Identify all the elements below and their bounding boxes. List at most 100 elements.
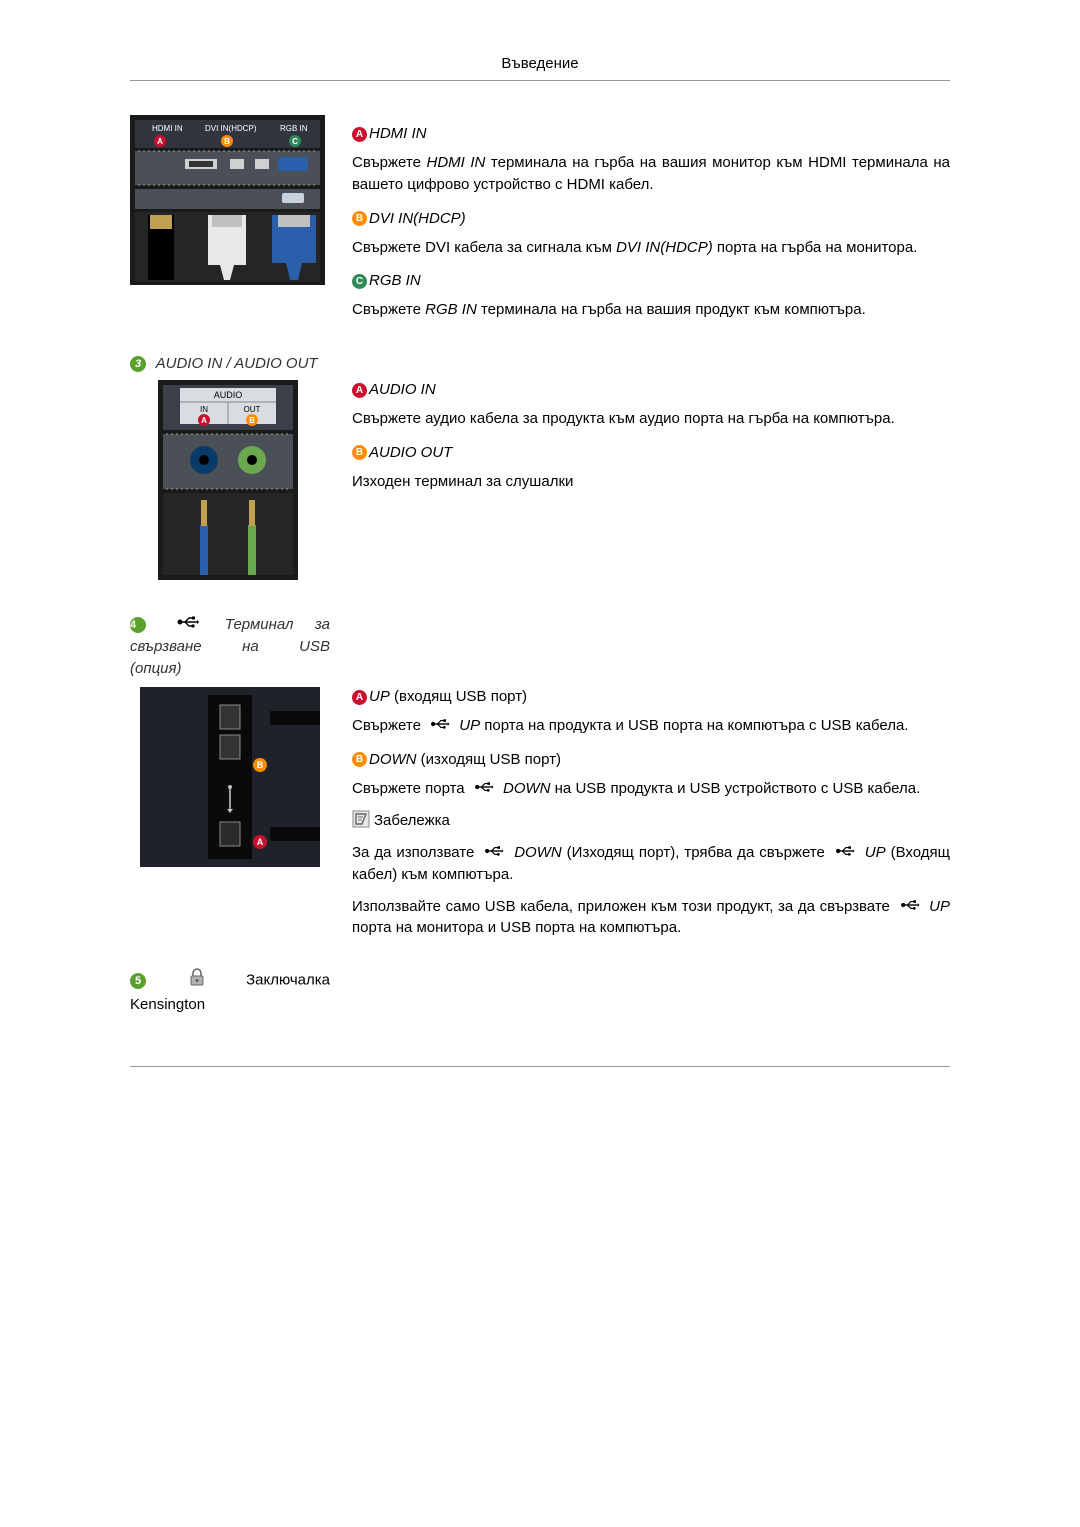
kensington-left: 5 Заключалка Kensington	[130, 967, 330, 1016]
hdmi-heading: AHDMI IN	[352, 125, 950, 142]
kensington-label: 5 Заключалка Kensington	[130, 967, 330, 1016]
note-heading: Забележка	[352, 810, 950, 832]
rgb-t1: Свържете	[352, 301, 425, 318]
num-badge-5: 5	[130, 973, 146, 989]
audio-svg: AUDIO IN OUT A B	[158, 380, 298, 580]
usbdown-heading-ital: DOWN	[369, 751, 417, 768]
lock-icon	[189, 967, 205, 994]
kensington-right	[352, 967, 950, 1016]
rgb-heading-text: RGB IN	[369, 272, 421, 289]
note-p1: За да използвате DOWN (Изходящ порт), тр…	[352, 842, 950, 886]
badge-a-icon: A	[352, 127, 367, 142]
svg-text:B: B	[224, 137, 230, 146]
usbdown-heading-rest: (изходящ USB порт)	[417, 751, 562, 768]
usbup-heading-ital: UP	[369, 688, 390, 705]
video-ports-svg: HDMI IN DVI IN(HDCP) RGB IN A B C	[130, 115, 325, 285]
usbup-t1: Свържете	[352, 717, 425, 734]
badge-b-audio-icon: B	[352, 445, 367, 460]
dvi-ital: DVI IN(HDCP)	[616, 239, 713, 256]
note-p1-ital2: UP	[860, 844, 886, 861]
usb-l2a: свързване	[130, 638, 202, 655]
usb-icon	[177, 614, 199, 636]
usb-l3: (опция)	[130, 658, 330, 680]
note-p2: Използвайте само USB кабела, приложен къ…	[352, 896, 950, 940]
usb-icon-inline-1	[429, 715, 451, 737]
rgb-ital: RGB IN	[425, 301, 477, 318]
dvi-text: Свържете DVI кабела за сигнала към DVI I…	[352, 237, 950, 259]
usbup-text: Свържете UP порта на продукта и USB порт…	[352, 715, 950, 737]
page-header: Въведение	[130, 55, 950, 81]
usb-image: B A	[140, 687, 320, 867]
audioin-text: Свържете аудио кабела за продукта към ау…	[352, 408, 950, 430]
audioout-heading: BAUDIO OUT	[352, 444, 950, 461]
usb-text-col: AUP (входящ USB порт) Свържете UP порта …	[352, 614, 950, 949]
usb-l2c: USB	[299, 638, 330, 655]
usbup-ital: UP	[455, 717, 480, 734]
audio-left-col: 3 AUDIO IN / AUDIO OUT AUDIO IN OUT A B	[130, 337, 330, 596]
audioout-heading-text: AUDIO OUT	[369, 444, 452, 461]
num-badge-4: 4	[130, 617, 146, 633]
badge-c-icon: C	[352, 274, 367, 289]
dvi-heading: BDVI IN(HDCP)	[352, 210, 950, 227]
video-ports-text-col: AHDMI IN Свържете HDMI IN терминала на г…	[352, 111, 950, 331]
kensington-text: Заключалка Kensington	[130, 972, 330, 1013]
audioout-text: Изходен терминал за слушалки	[352, 471, 950, 493]
usbdown-ital: DOWN	[499, 780, 551, 797]
hdmi-heading-text: HDMI IN	[369, 125, 427, 142]
audio-label-text: AUDIO IN / AUDIO OUT	[156, 355, 318, 372]
note-icon	[352, 810, 370, 832]
usbdown-heading: BDOWN (изходящ USB порт)	[352, 751, 950, 768]
note-p2a: Използвайте само USB кабела, приложен къ…	[352, 898, 895, 915]
note-p1a: За да използвате	[352, 844, 479, 861]
dvi-t1: Свържете DVI кабела за сигнала към	[352, 239, 616, 256]
usb-label-line2: свързване на USB	[130, 636, 330, 658]
hdmi-ital: HDMI IN	[426, 154, 485, 171]
num-badge-3: 3	[130, 356, 146, 372]
svg-text:A: A	[201, 416, 207, 425]
svg-text:HDMI IN: HDMI IN	[152, 124, 183, 133]
svg-text:AUDIO: AUDIO	[214, 390, 243, 400]
usb-l1b: за	[315, 616, 330, 633]
hdmi-text: Свържете HDMI IN терминала на гърба на в…	[352, 152, 950, 196]
section-usb: 4 Терминал за свързване на USB (опция)	[130, 614, 950, 949]
audioin-heading-text: AUDIO IN	[369, 381, 436, 398]
svg-text:OUT: OUT	[244, 405, 261, 414]
footer-rule	[130, 1066, 950, 1067]
usb-icon-inline-4	[834, 842, 856, 864]
svg-text:IN: IN	[200, 405, 208, 414]
dvi-t2: порта на гърба на монитора.	[713, 239, 918, 256]
note-p1-ital1: DOWN	[509, 844, 561, 861]
usb-svg: B A	[140, 687, 320, 867]
svg-text:DVI IN(HDCP): DVI IN(HDCP)	[205, 124, 257, 133]
usb-label-line1: 4 Терминал за	[130, 614, 330, 636]
badge-b-icon: B	[352, 211, 367, 226]
section-audio: 3 AUDIO IN / AUDIO OUT AUDIO IN OUT A B	[130, 337, 950, 596]
hdmi-t1: Свържете	[352, 154, 426, 171]
badge-a-usb-icon: A	[352, 690, 367, 705]
audioin-heading: AAUDIO IN	[352, 381, 950, 398]
svg-text:A: A	[257, 837, 264, 847]
note-p2b: порта на монитора и USB порта на компютъ…	[352, 919, 681, 936]
header-title: Въведение	[501, 55, 578, 72]
note-p1b: (Изходящ порт), трябва да свържете	[562, 844, 830, 861]
audio-section-label: 3 AUDIO IN / AUDIO OUT	[130, 355, 330, 372]
usbup-heading: AUP (входящ USB порт)	[352, 688, 950, 705]
svg-text:A: A	[157, 137, 163, 146]
section-kensington: 5 Заключалка Kensington	[130, 967, 950, 1016]
usb-l2b: на	[242, 638, 259, 655]
usb-left-col: 4 Терминал за свързване на USB (опция)	[130, 614, 330, 949]
usb-icon-inline-2	[473, 778, 495, 800]
video-ports-image-col: HDMI IN DVI IN(HDCP) RGB IN A B C	[130, 111, 330, 331]
usbdown-t1: Свържете порта	[352, 780, 469, 797]
usb-section-label: 4 Терминал за свързване на USB (опция)	[130, 614, 330, 679]
page: Въведение HDMI IN DVI IN(HDCP) RGB IN A …	[0, 0, 1080, 1127]
dvi-heading-text: DVI IN(HDCP)	[369, 210, 466, 227]
usbdown-t2: на USB продукта и USB устройството с USB…	[550, 780, 920, 797]
note-p2-ital: UP	[925, 898, 950, 915]
usbdown-text: Свържете порта DOWN на USB продукта и US…	[352, 778, 950, 800]
usb-icon-inline-3	[483, 842, 505, 864]
audio-text-col: AAUDIO IN Свържете аудио кабела за проду…	[352, 337, 950, 596]
video-ports-image: HDMI IN DVI IN(HDCP) RGB IN A B C	[130, 115, 325, 285]
usbup-t2: порта на продукта и USB порта на компютъ…	[480, 717, 908, 734]
svg-text:C: C	[292, 137, 298, 146]
